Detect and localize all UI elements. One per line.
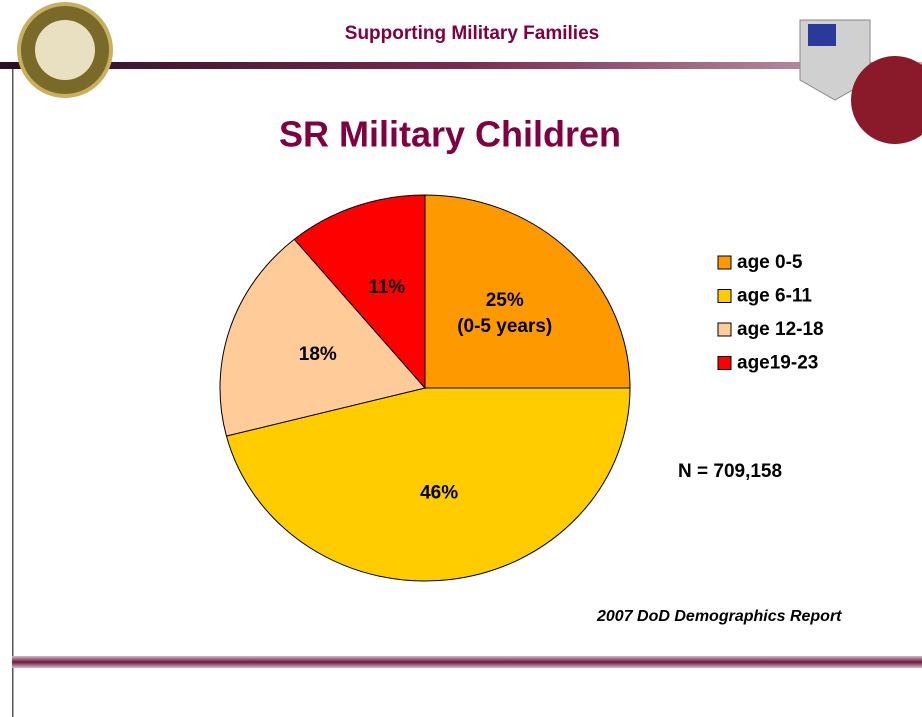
legend-label: age 0-5	[737, 252, 803, 273]
header-bar	[0, 62, 922, 69]
slice-label: 46%	[420, 482, 458, 503]
pie-slice	[293, 194, 426, 390]
medical-emblem	[851, 56, 922, 144]
pie-slice	[225, 387, 631, 582]
legend-label: age 6-11	[737, 286, 812, 307]
legend-label: age 12-18	[737, 319, 824, 340]
slice-label: 18%	[299, 344, 337, 365]
pie-slice	[424, 194, 631, 389]
pie-slice	[219, 238, 426, 437]
crest-flag	[808, 24, 836, 46]
pie: 25% (0-5 years) 46% 18% 11%	[219, 194, 631, 582]
chart-title: SR Military Children	[279, 114, 621, 155]
footer-bar	[12, 656, 922, 668]
source: 2007 DoD Demographics Report	[596, 608, 842, 625]
army-seal-inner	[35, 20, 95, 80]
legend-swatch	[717, 289, 732, 303]
legend-swatch	[717, 322, 732, 337]
annotation: N = 709,158	[678, 461, 782, 482]
legend-label: age19-23	[737, 353, 818, 374]
header: Supporting Military Families	[345, 23, 599, 44]
legend-swatch	[717, 356, 732, 370]
slice-annotation: (0-5 years)	[457, 316, 552, 337]
slice-label: 11%	[368, 277, 405, 298]
slice-label: 25%	[486, 290, 524, 311]
side-line	[12, 69, 14, 717]
legend-swatch	[717, 255, 732, 270]
legend: age 0-5 age 6-11 age 12-18 age19-23	[717, 252, 824, 374]
